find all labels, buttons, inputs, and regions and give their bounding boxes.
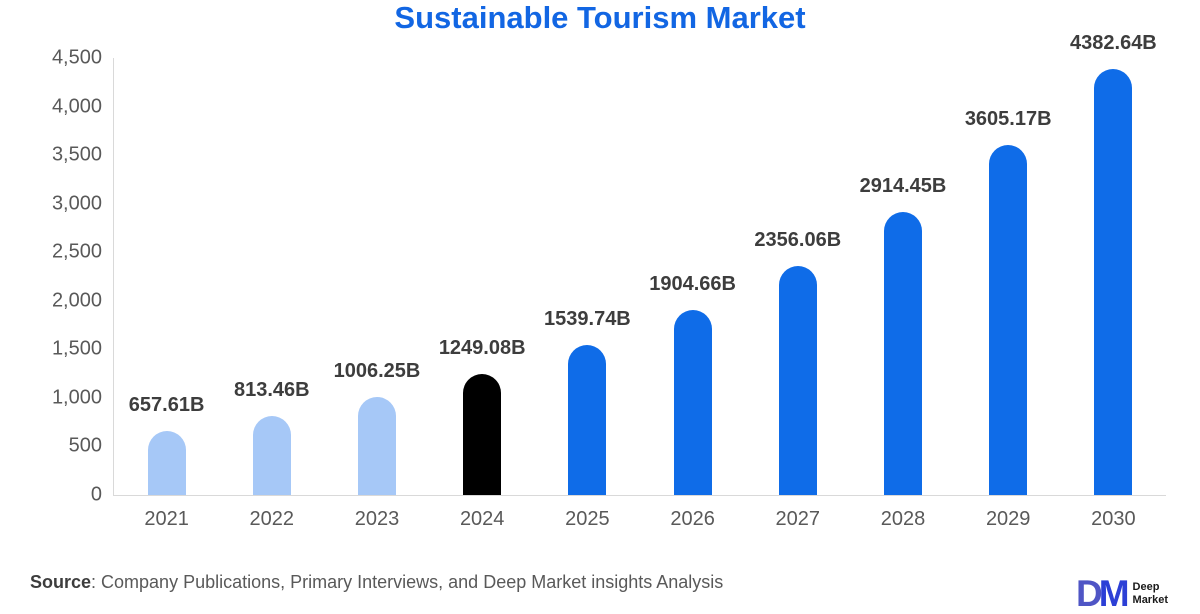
value-label-2022: 813.46B	[233, 379, 310, 402]
chart-title: Sustainable Tourism Market	[394, 0, 806, 35]
bar-column-2023: 1006.25B 2023	[324, 58, 429, 530]
x-tick-label-2023: 2023	[354, 508, 400, 530]
y-tick-label: 0	[90, 483, 102, 506]
y-tick-label: 3,500	[51, 143, 102, 166]
y-tick-label: 1,500	[51, 337, 102, 360]
bar-2021	[147, 431, 186, 495]
dm-monogram-icon: DM	[1075, 573, 1130, 614]
bar-column-2025: 1539.74B 2025	[535, 58, 640, 530]
bar-2022	[252, 416, 291, 495]
y-tick-label: 4,000	[51, 95, 102, 118]
value-label-2021: 657.61B	[128, 394, 205, 417]
value-label-2023: 1006.25B	[333, 360, 421, 383]
y-tick-label: 1,000	[51, 386, 102, 409]
y-tick-label: 500	[68, 434, 102, 457]
x-tick-label-2027: 2027	[775, 508, 821, 530]
x-tick-label-2021: 2021	[144, 508, 189, 530]
chart-page: { "title": "Sustainable Tourism Market",…	[0, 0, 1168, 612]
value-label-2024: 1249.08B	[438, 336, 526, 359]
bar-2029	[989, 144, 1028, 495]
bar-2030	[1094, 69, 1133, 495]
y-axis: 4,500 4,000 3,500 3,000 2,500 2,000 1,500 1,000…	[0, 47, 102, 506]
bar-2025	[568, 345, 607, 495]
value-label-2029: 3605.17B	[964, 107, 1052, 130]
bar-2024	[463, 373, 502, 495]
source-label: Source	[30, 572, 92, 592]
y-tick-label: 4,500	[51, 46, 102, 69]
source-text: : Company Publications, Primary Intervie…	[91, 572, 724, 592]
bar-2028	[883, 211, 922, 495]
value-label-2028: 2914.45B	[859, 174, 947, 197]
bar-2027	[778, 266, 817, 495]
bar-column-2021: 657.61B 2021	[114, 58, 219, 530]
value-label-2030: 4382.64B	[1070, 32, 1157, 55]
deep-market-logo: DM Deep Market	[1076, 575, 1168, 612]
bar-2023	[357, 397, 396, 495]
x-tick-label-2030: 2030	[1091, 508, 1136, 530]
bar-column-2030: 4382.64B 2030	[1061, 32, 1166, 530]
bar-column-2024: 1249.08B 2024	[430, 58, 535, 530]
y-tick-label: 2,000	[51, 289, 102, 312]
x-tick-label-2022: 2022	[249, 508, 295, 530]
value-label-2025: 1539.74B	[544, 308, 631, 331]
bar-column-2022: 813.46B 2022	[219, 58, 324, 530]
x-tick-label-2029: 2029	[985, 508, 1031, 530]
x-tick-label-2024: 2024	[459, 508, 505, 530]
source-line: Source: Company Publications, Primary In…	[30, 572, 723, 593]
x-tick-label-2025: 2025	[565, 508, 610, 530]
y-tick-label: 3,000	[51, 192, 102, 215]
bar-column-2029: 3605.17B 2029	[956, 58, 1061, 530]
value-label-2026: 1904.66B	[649, 273, 736, 296]
value-label-2027: 2356.06B	[754, 229, 842, 252]
bar-2026	[673, 310, 712, 495]
logo-name: Deep Market	[1132, 580, 1168, 606]
x-tick-label-2026: 2026	[670, 508, 715, 530]
y-tick-label: 2,500	[51, 240, 102, 263]
bar-column-2026: 1904.66B 2026	[640, 58, 745, 530]
plot-area: 657.61B 2021 813.46B 2022 1006.25B 2023 1249.0…	[113, 32, 1166, 530]
x-tick-label-2028: 2028	[880, 508, 926, 530]
bar-column-2028: 2914.45B 2028	[850, 58, 955, 530]
bar-column-2027: 2356.06B 2027	[745, 58, 850, 530]
